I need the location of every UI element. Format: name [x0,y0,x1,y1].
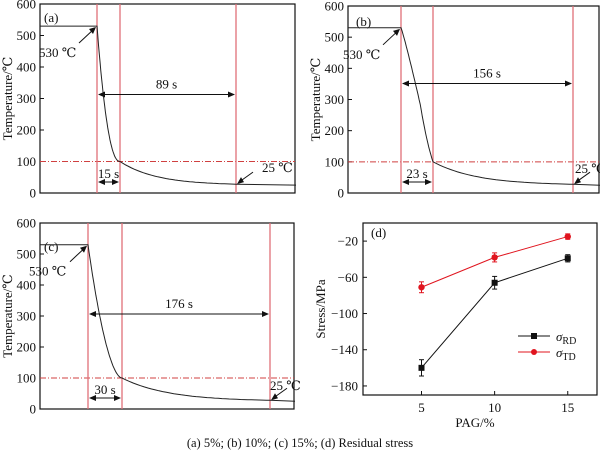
y-tick-label: 600 [17,0,37,12]
y-tick-label: −60 [338,270,358,285]
panel-label: (d) [371,225,386,240]
cooling-time-label: 23 s [406,166,427,181]
x-axis-label: PAG/% [455,415,494,430]
total-time-label: 89 s [156,77,177,92]
panel-label: (a) [44,10,58,25]
legend-subscript: RD [562,336,576,347]
end-temperature-label: 25 ℃ [262,160,293,175]
legend-marker [531,333,537,339]
end-annotation-arrowhead [574,177,581,185]
y-tick-label: 300 [325,92,345,107]
panel-c: 0 100 200 300 400 500 600 Temperature/℃ (c) 176 s… [0,216,301,417]
panel-b: 0 100 200 300 400 500 600 Temperature/℃ (b) 156 s… [308,0,600,201]
end-temperature-label: 25 ℃ [270,378,301,393]
y-tick-label: 400 [17,60,37,75]
legend-subscript: TD [562,352,575,363]
panel-a: 0 100 200 300 400 500 600 Temperature/℃ (a) 89 s 1… [0,0,297,201]
data-point-rd [564,255,571,262]
arrowhead-right [112,179,119,185]
arrowhead-left [402,179,409,185]
panel-label: (c) [44,239,58,254]
y-tick-label: 400 [325,61,345,76]
data-point-td [564,233,571,240]
arrowhead-right [228,91,235,98]
arrowhead-right [425,179,432,185]
y-tick-label: 200 [17,123,37,138]
start-annotation-arrowhead [393,28,400,36]
arrowhead-left [89,395,96,401]
y-tick-label: −180 [331,378,358,393]
start-temperature-label: 530 ℃ [29,264,66,279]
arrowhead-left [402,80,409,87]
start-temperature-label: 530 ℃ [39,45,76,60]
data-point-td [418,284,425,291]
data-point-td [491,254,498,261]
y-tick-label: 100 [325,154,345,169]
cooling-curve [348,27,600,186]
series-line-rd [421,257,568,369]
cooling-curve [40,244,296,402]
cooling-time-label: 15 s [98,166,119,181]
y-axis-label: Temperature/℃ [0,57,15,141]
plot-frame [39,3,296,194]
plot-frame [362,222,598,396]
x-tick-label: 5 [418,400,425,415]
y-tick-label: 400 [17,278,37,293]
y-tick-label: 0 [338,186,345,201]
legend-symbol: σ [556,329,563,344]
legend-label: σRD [556,329,576,347]
arrowhead-right [262,311,269,317]
y-tick-label: 100 [17,371,37,386]
x-tick-label: 15 [561,400,574,415]
y-tick-label: 200 [17,340,37,355]
arrowhead-left [98,91,105,98]
y-axis-label: Temperature/℃ [308,58,323,142]
y-tick-label: 300 [17,91,37,106]
cooling-curve [40,25,297,186]
total-time-label: 156 s [473,66,501,81]
plot-frame [39,222,295,410]
cooling-time-label: 30 s [94,382,115,397]
y-tick-label: 500 [17,247,37,262]
y-tick-label: 200 [325,123,345,138]
arrowhead-right [565,80,572,87]
end-temperature-label: 25 ℃ [575,161,600,176]
data-point-rd [491,279,498,286]
y-tick-label: −140 [331,342,358,357]
panel-d: −20 −60 −100 −140 −180 5 10 15 PAG/% Stress/MPa (d… [313,222,598,430]
y-axis-label: Temperature/℃ [0,274,15,358]
data-point-rd [418,364,425,371]
x-tick-label: 10 [488,400,501,415]
panel-label: (b) [356,14,371,29]
total-time-label: 176 s [165,296,193,311]
y-tick-label: 300 [17,309,37,324]
y-tick-label: −20 [338,234,358,249]
y-tick-label: 500 [17,28,37,43]
figure-caption: (a) 5%; (b) 10%; (c) 15%; (d) Residual s… [186,436,414,450]
legend-marker [531,349,537,355]
y-tick-label: 600 [325,0,345,14]
end-annotation-arrowhead [271,393,278,401]
end-annotation-arrowhead [237,177,244,185]
y-axis-label: Stress/MPa [313,279,328,338]
arrowhead-right [114,395,121,401]
plot-frame [347,5,600,194]
y-tick-label: 500 [325,30,345,45]
start-annotation-arrowhead [89,27,96,35]
arrowhead-left [89,311,96,317]
start-annotation-arrowhead [80,245,87,253]
start-temperature-label: 530 ℃ [343,47,380,62]
y-tick-label: 0 [30,186,37,201]
legend-symbol: σ [556,345,563,360]
y-tick-label: 100 [17,154,37,169]
arrowhead-left [98,179,105,185]
legend-label: σTD [556,345,576,363]
y-tick-label: 0 [30,402,37,417]
y-tick-label: 600 [17,216,37,231]
y-tick-label: −100 [331,306,358,321]
